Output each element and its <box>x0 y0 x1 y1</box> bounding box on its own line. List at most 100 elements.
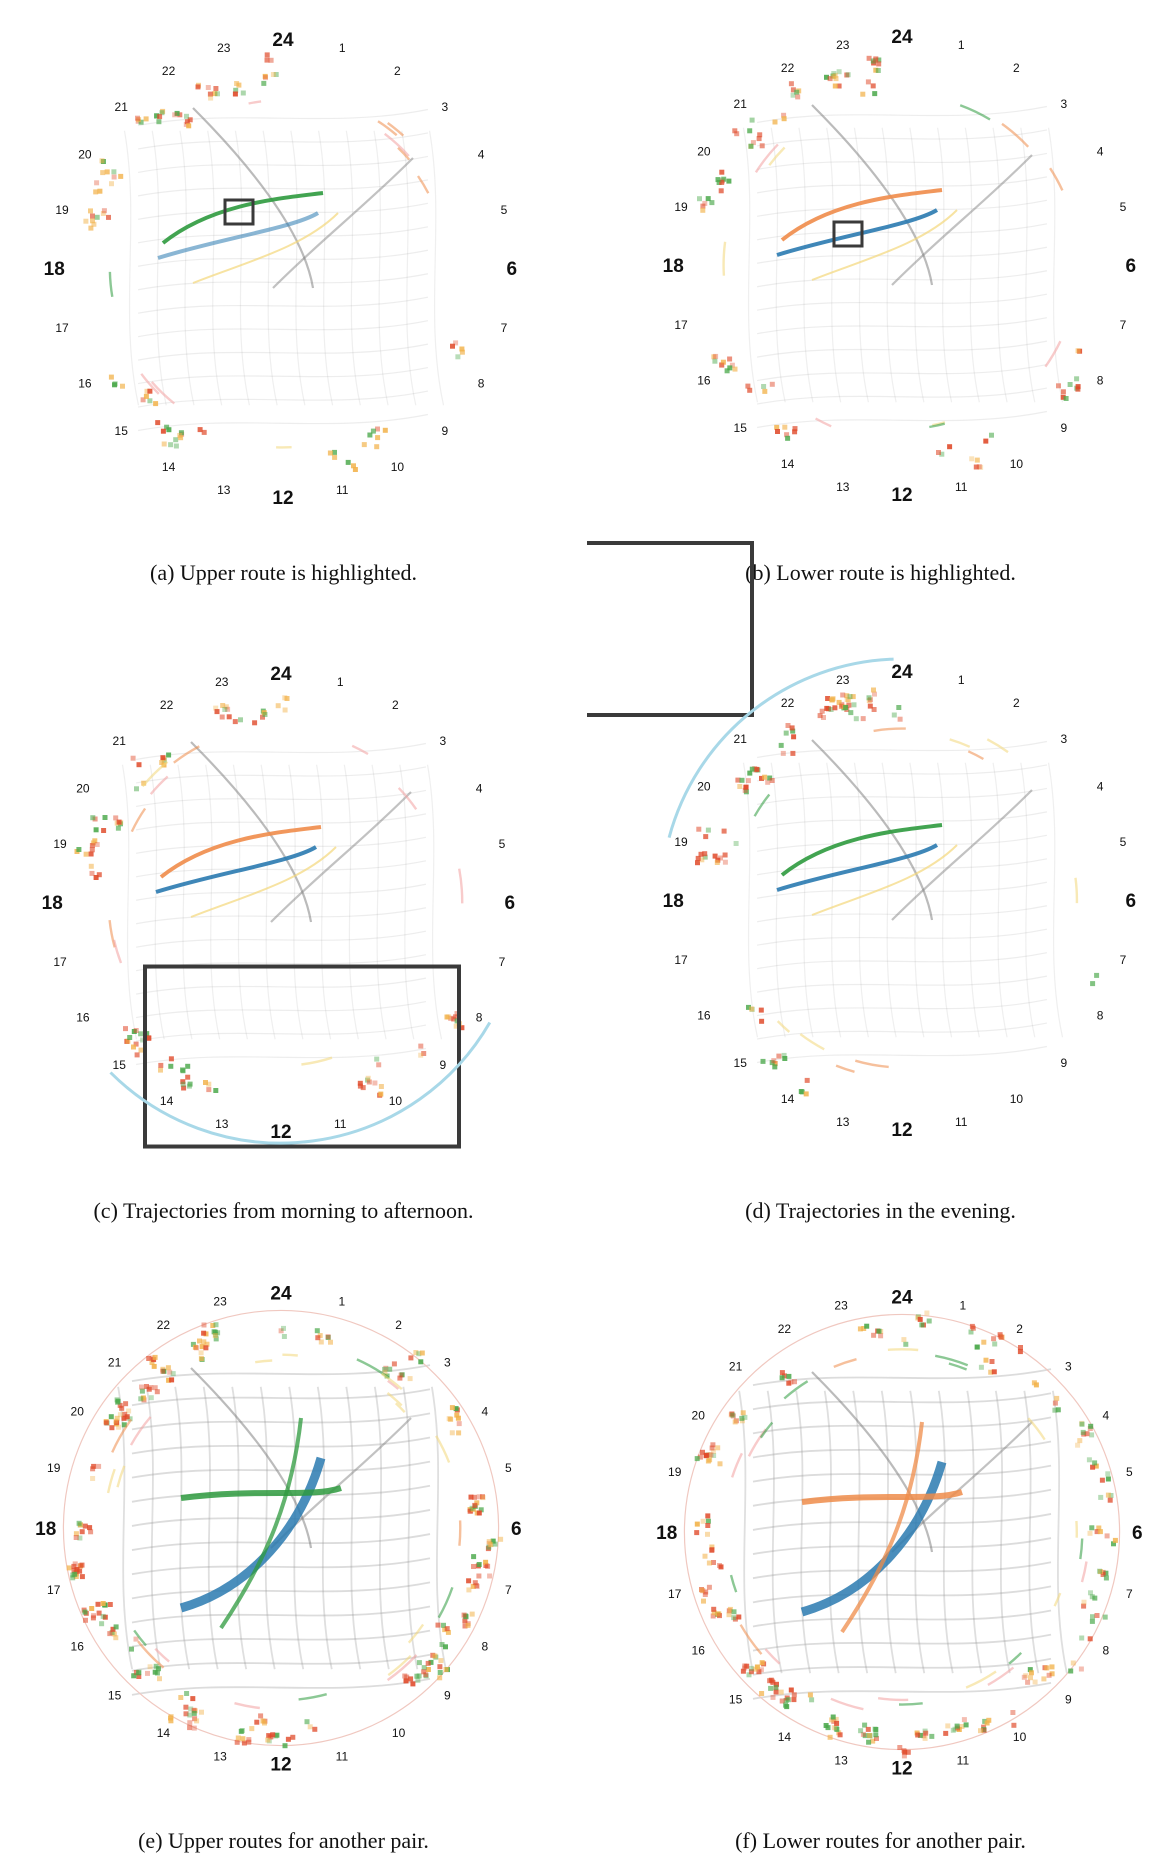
glyph-cell <box>866 695 872 701</box>
glyph-cell <box>825 696 831 701</box>
glyph-cell <box>790 92 796 98</box>
time-dash <box>835 1064 855 1073</box>
time-dash <box>106 1468 116 1494</box>
glyph-cell <box>974 1344 980 1350</box>
glyph-cell <box>695 860 700 866</box>
road-line <box>756 317 1048 335</box>
glyph-cell <box>270 1732 276 1738</box>
glyph-cell <box>1102 1614 1108 1620</box>
glyph-cell <box>950 1727 956 1733</box>
glyph-cell <box>872 91 878 97</box>
glyph-cell <box>278 1328 284 1334</box>
glyph-cell <box>917 1316 923 1322</box>
glyph-cell <box>870 58 876 64</box>
glyph-cell <box>240 1736 246 1742</box>
hour-label-8: 8 <box>1102 1644 1109 1658</box>
hour-label-12: 12 <box>891 485 912 506</box>
glyph-cell <box>77 1535 83 1541</box>
road-line <box>131 1653 431 1672</box>
hour-label-11: 11 <box>334 1117 347 1131</box>
glyph-cell <box>1094 1613 1100 1618</box>
glyph-cell <box>100 159 106 164</box>
glyph-cell <box>154 1389 160 1395</box>
time-dash <box>1053 1592 1062 1607</box>
glyph-cell <box>1096 1525 1102 1531</box>
hour-label-11: 11 <box>336 1749 349 1763</box>
hour-label-1: 1 <box>958 38 965 52</box>
road-line <box>756 764 1048 782</box>
selection-box <box>223 198 255 226</box>
glyph-cell <box>781 1052 787 1058</box>
glyph-cell <box>187 1720 193 1726</box>
glyph-cell <box>158 1067 163 1073</box>
hour-label-8: 8 <box>476 1010 483 1024</box>
glyph-cell <box>133 1636 139 1642</box>
time-dash <box>130 807 147 833</box>
glyph-cell <box>471 1554 477 1560</box>
glyph-cell <box>778 742 784 748</box>
hour-label-13: 13 <box>836 480 850 494</box>
hour-label-10: 10 <box>392 1726 406 1740</box>
glyph-cell <box>88 225 94 231</box>
glyph-cell <box>173 437 179 443</box>
glyph-cell <box>140 397 146 403</box>
glyph-cell <box>978 1364 984 1370</box>
glyph-cell <box>871 1332 877 1338</box>
glyph-cell <box>260 714 265 720</box>
glyph-cell <box>770 1694 776 1700</box>
glyph-cell <box>232 719 238 725</box>
time-dash <box>351 744 369 756</box>
glyph-cell <box>91 1613 97 1619</box>
glyph-cell <box>991 1336 997 1342</box>
glyph-cell <box>466 1578 472 1584</box>
glyph-cell <box>742 787 748 793</box>
hour-label-8: 8 <box>481 1640 488 1654</box>
time-dash <box>407 1623 425 1644</box>
road-line <box>752 1392 1052 1411</box>
road-line <box>137 343 429 361</box>
glyph-cell <box>1112 1537 1118 1543</box>
glyph-cell <box>169 1377 175 1383</box>
glyph-cell <box>191 1725 197 1731</box>
glyph-cell <box>784 432 790 438</box>
hour-label-8: 8 <box>478 376 485 390</box>
hour-label-18: 18 <box>35 1519 56 1540</box>
glyph-cell <box>268 57 274 63</box>
glyph-cell <box>357 1083 363 1089</box>
glyph-cell <box>168 1063 174 1069</box>
glyph-cell <box>148 1385 154 1390</box>
glyph-cell <box>191 1707 197 1713</box>
glyph-cell <box>210 1323 216 1328</box>
road-line <box>137 390 429 408</box>
glyph-cell <box>476 1494 482 1500</box>
hour-label-14: 14 <box>157 1726 171 1740</box>
glyph-cell <box>403 1678 409 1684</box>
glyph-cell <box>73 1531 79 1537</box>
glyph-cell <box>254 1719 260 1725</box>
glyph-cell <box>983 438 989 444</box>
glyph-cell <box>866 698 872 704</box>
time-dash <box>108 271 114 298</box>
glyph-cell <box>699 1587 705 1593</box>
glyph-cell <box>108 374 114 380</box>
glyph-cell <box>794 89 800 95</box>
hour-label-3: 3 <box>439 734 446 748</box>
glyph-cell <box>238 717 243 723</box>
glyph-cell <box>408 1676 414 1682</box>
hour-glyphs <box>83 52 465 472</box>
glyph-cell <box>360 1085 366 1091</box>
glyph-cell <box>147 398 153 404</box>
glyph-cell <box>876 1328 882 1334</box>
glyph-cell <box>274 1732 280 1738</box>
glyph-cell <box>740 1668 746 1674</box>
glyph-cell <box>749 766 755 772</box>
time-dash <box>149 775 169 795</box>
time-dash <box>729 1574 738 1593</box>
hour-label-17: 17 <box>674 953 688 967</box>
glyph-cell <box>726 178 732 184</box>
glyph-cell <box>876 61 882 67</box>
glyph-cell <box>111 169 117 175</box>
glyph-cell <box>219 714 225 720</box>
